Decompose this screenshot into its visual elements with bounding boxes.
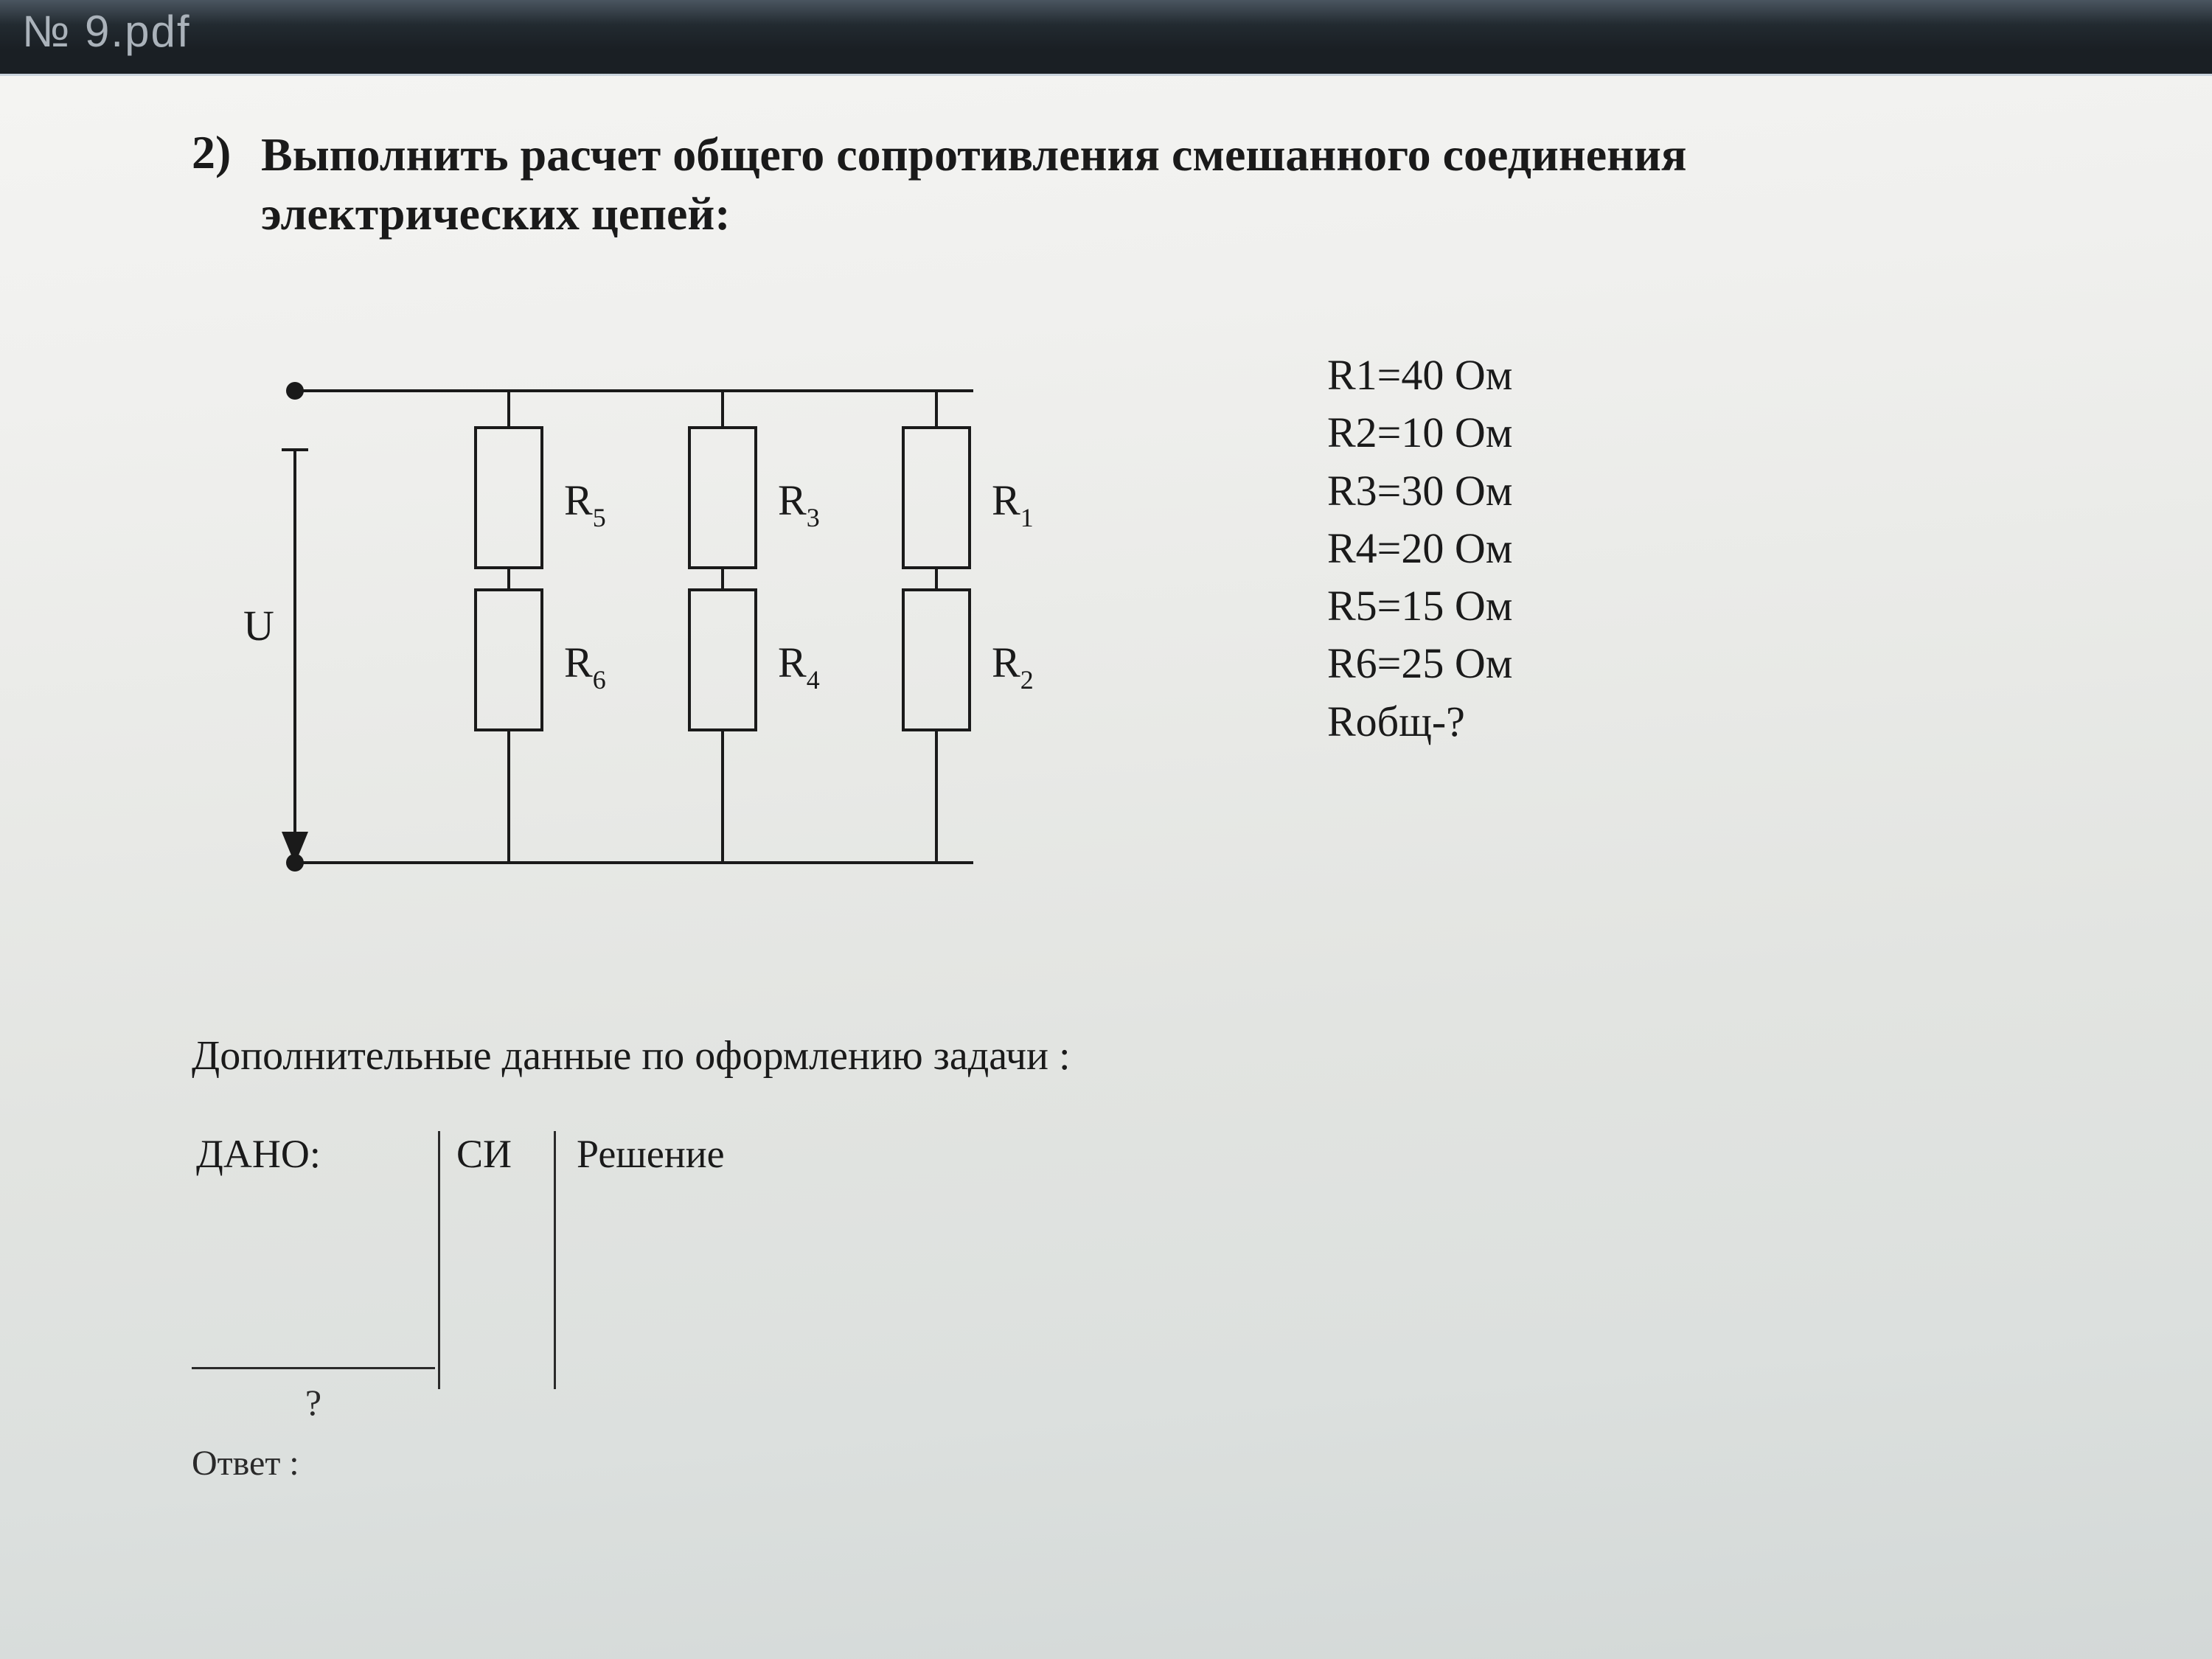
given-line: R4=20 Ом bbox=[1327, 520, 1512, 577]
given-values: R1=40 ОмR2=10 ОмR3=30 ОмR4=20 ОмR5=15 Ом… bbox=[1327, 347, 1512, 751]
viewer-frame: № 9.pdf 2) Выполнить расчет общего сопро… bbox=[0, 0, 2212, 1659]
question-mark: ? bbox=[305, 1382, 321, 1423]
given-line: R5=15 Ом bbox=[1327, 577, 1512, 635]
template-col-si: СИ bbox=[438, 1131, 554, 1389]
svg-text:R4: R4 bbox=[778, 639, 820, 695]
answer-label: Ответ : bbox=[192, 1443, 2065, 1484]
document-page: 2) Выполнить расчет общего сопротивления… bbox=[0, 74, 2212, 1659]
dano-label: ДАНО: bbox=[196, 1131, 417, 1177]
svg-text:U: U bbox=[243, 602, 274, 650]
format-subheading: Дополнительные данные по оформлению зада… bbox=[192, 1032, 2065, 1079]
svg-text:R5: R5 bbox=[564, 476, 606, 532]
svg-text:R2: R2 bbox=[992, 639, 1034, 695]
given-line: R2=10 Ом bbox=[1327, 404, 1512, 462]
problem-title-line2: электрических цепей: bbox=[261, 187, 731, 240]
template-col-dano: ДАНО: bbox=[192, 1131, 438, 1389]
pdf-tab-filename: № 9.pdf bbox=[22, 6, 190, 57]
problem-title-line1: Выполнить расчет общего сопротивления см… bbox=[261, 128, 1686, 181]
given-line: R1=40 Ом bbox=[1327, 347, 1512, 404]
circuit-diagram: U R5 R6 R3 R4 R1 R2 bbox=[192, 332, 1224, 922]
content-row: U R5 R6 R3 R4 R1 R2 R1=40 ОмR2=10 ОмR3=30 ОмR4… bbox=[192, 332, 2065, 922]
problem-number: 2) bbox=[192, 125, 258, 180]
problem-title: Выполнить расчет общего сопротивления см… bbox=[261, 125, 1686, 243]
given-line: Rобщ-? bbox=[1327, 693, 1512, 751]
si-label: СИ bbox=[456, 1132, 512, 1176]
svg-text:R1: R1 bbox=[992, 476, 1034, 532]
circuit-svg: U R5 R6 R3 R4 R1 R2 bbox=[192, 332, 1150, 922]
problem-header: 2) Выполнить расчет общего сопротивления… bbox=[192, 125, 2065, 243]
template-col-solution: Решение bbox=[554, 1131, 745, 1389]
svg-text:R3: R3 bbox=[778, 476, 820, 532]
svg-text:R6: R6 bbox=[564, 639, 606, 695]
given-line: R6=25 Ом bbox=[1327, 635, 1512, 692]
solution-label: Решение bbox=[577, 1132, 725, 1176]
solution-template: ДАНО: СИ Решение ? Ответ : bbox=[192, 1131, 2065, 1484]
given-line: R3=30 Ом bbox=[1327, 462, 1512, 520]
